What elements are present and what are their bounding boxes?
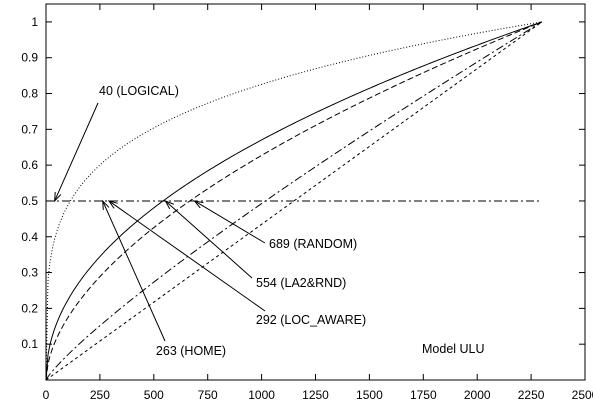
y-tick-label: 0.5 xyxy=(21,194,38,208)
annotation-arrow xyxy=(194,200,266,244)
x-tick-label: 0 xyxy=(43,388,50,402)
x-tick-label: 2000 xyxy=(464,388,491,402)
y-tick-label: 0.6 xyxy=(21,158,38,172)
annotation-arrow xyxy=(54,102,99,202)
series-line-dashed xyxy=(45,21,543,381)
annotation-group: 40 (LOGICAL) 263 (HOME) 292 (LOC_AWARE) 554… xyxy=(54,84,366,358)
x-tick-label: 750 xyxy=(198,388,218,402)
y-tick-label: 1 xyxy=(31,15,38,29)
annotation-arrowhead xyxy=(107,200,118,209)
x-tick-label: 1750 xyxy=(410,388,437,402)
y-tick-label: 0.3 xyxy=(21,266,38,280)
annotation-arrowhead xyxy=(164,199,174,210)
x-tick-label: 1000 xyxy=(248,388,275,402)
x-tick-label: 1250 xyxy=(302,388,329,402)
y-tick-label: 0.9 xyxy=(21,51,38,65)
y-tick-label: 0.1 xyxy=(21,337,38,351)
x-tick-label: 2250 xyxy=(518,388,545,402)
series-line-solid xyxy=(45,21,543,381)
y-tick-label: 0.7 xyxy=(21,122,38,136)
series-line-dashdot xyxy=(45,21,543,381)
annotation-label: 263 (HOME) xyxy=(156,344,226,358)
annotation-label: 292 (LOC_AWARE) xyxy=(256,313,366,327)
annotation-arrow xyxy=(108,200,266,312)
model-label: Model ULU xyxy=(422,342,485,356)
annotation-arrowhead xyxy=(193,200,204,209)
y-tick-label: 0.4 xyxy=(21,230,38,244)
y-tick-label: 0.8 xyxy=(21,87,38,101)
x-tick-label: 250 xyxy=(90,388,110,402)
annotation-arrowhead xyxy=(54,191,62,203)
annotation-arrow xyxy=(165,200,253,279)
y-tick-label: 0.2 xyxy=(21,301,38,315)
series-group xyxy=(45,21,543,381)
x-tick-label: 500 xyxy=(144,388,164,402)
annotation-arrowhead xyxy=(102,199,110,210)
x-tick-label: 1500 xyxy=(356,388,383,402)
annotation-label: 689 (RANDOM) xyxy=(269,237,357,251)
series-line-dotted xyxy=(45,21,542,381)
annotation-label: 40 (LOGICAL) xyxy=(99,84,179,98)
annotation-arrow xyxy=(102,200,166,342)
annotation-label: 554 (LA2&RND) xyxy=(256,276,346,290)
